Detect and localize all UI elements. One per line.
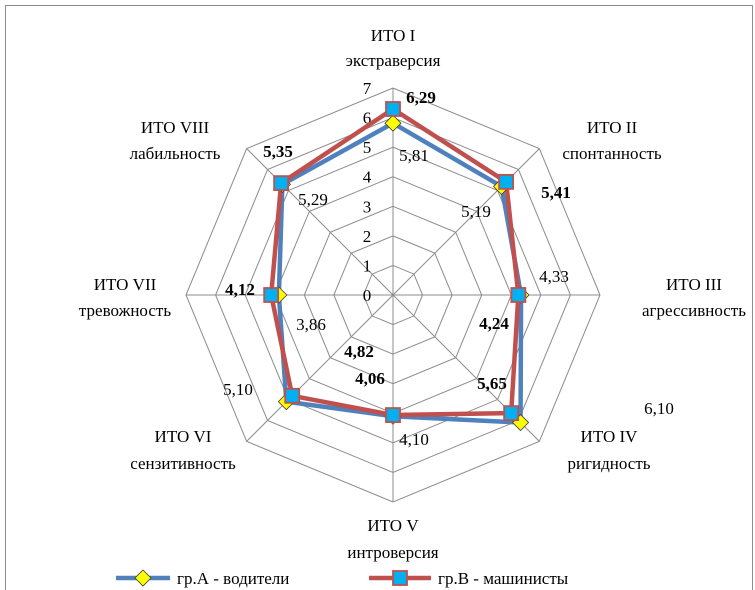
radial-axis-ticks: 0 1 2 3 4 5 6 7 bbox=[363, 79, 372, 305]
tick-label: 0 bbox=[363, 286, 372, 305]
data-label-series-b: 4,06 bbox=[355, 369, 385, 388]
series-b-point bbox=[385, 101, 401, 117]
tick-label: 7 bbox=[363, 79, 372, 98]
series-layer bbox=[263, 101, 530, 432]
data-label-series-b: 5,35 bbox=[263, 142, 293, 161]
category-label: ИТО II bbox=[587, 118, 638, 137]
category-label: ИТО I bbox=[371, 26, 416, 45]
series-b-point bbox=[263, 287, 280, 303]
category-label: интроверсия bbox=[347, 543, 438, 562]
series-b-point bbox=[273, 175, 290, 192]
chart-border bbox=[5, 5, 753, 590]
series-a-point bbox=[384, 114, 402, 132]
data-label-series-b: 6,29 bbox=[406, 88, 436, 107]
data-label-series-b: 4,24 bbox=[479, 314, 509, 333]
legend-marker-square bbox=[392, 570, 408, 586]
data-label-series-a: 3,86 bbox=[296, 315, 326, 334]
category-label: сензитивность bbox=[130, 454, 236, 473]
category-label: ригидность bbox=[567, 454, 650, 473]
legend-label: гр.В - машинисты bbox=[438, 569, 569, 588]
tick-label: 1 bbox=[363, 256, 372, 275]
tick-label: 4 bbox=[363, 168, 372, 187]
legend-marker-diamond bbox=[134, 569, 152, 587]
category-label: ИТО VI bbox=[155, 427, 212, 446]
data-label-series-a: 5,81 bbox=[399, 146, 429, 165]
data-label-series-a: 4,10 bbox=[399, 430, 429, 449]
series-line-2 bbox=[268, 106, 521, 418]
radar-grid bbox=[185, 87, 601, 503]
data-label-series-b: 5,41 bbox=[541, 183, 571, 202]
series-b-point bbox=[284, 387, 301, 404]
tick-label: 2 bbox=[363, 227, 372, 246]
tick-label: 6 bbox=[363, 109, 372, 128]
category-label: ИТО IV bbox=[581, 427, 639, 446]
legend: гр.А - водители гр.В - машинисты bbox=[116, 569, 569, 588]
series-b-point bbox=[498, 173, 515, 190]
data-label-series-a: 5,29 bbox=[298, 190, 328, 209]
data-label-series-b: 4,82 bbox=[344, 342, 374, 361]
data-label-series-a: 5,10 bbox=[223, 380, 253, 399]
grid-spoke-2 bbox=[392, 148, 540, 296]
series-b-point bbox=[503, 405, 520, 422]
data-label-series-a: 5,19 bbox=[461, 202, 491, 221]
category-label: лабильность bbox=[130, 144, 221, 163]
category-label: экстраверсия bbox=[346, 51, 441, 70]
category-label: агрессивность bbox=[642, 301, 746, 320]
tick-label: 5 bbox=[363, 138, 372, 157]
series-b-point bbox=[510, 287, 527, 303]
legend-label: гр.А - водители bbox=[177, 569, 289, 588]
category-label: ИТО VII bbox=[94, 275, 157, 294]
grid-spoke-6 bbox=[246, 294, 394, 442]
data-label-series-b: 4,12 bbox=[225, 280, 255, 299]
data-label-series-b: 5,65 bbox=[477, 374, 507, 393]
category-label: спонтанность bbox=[562, 144, 662, 163]
tick-label: 3 bbox=[363, 197, 372, 216]
category-label: ИТО III bbox=[666, 275, 722, 294]
category-label: ИТО VIII bbox=[141, 118, 210, 137]
data-labels: 5,81 5,19 4,33 6,10 4,10 5,10 3,86 5,29 6,29 5,41… bbox=[223, 88, 674, 449]
category-label: ИТО V bbox=[367, 516, 419, 535]
series-b-point bbox=[385, 407, 401, 423]
data-label-series-a: 6,10 bbox=[644, 399, 674, 418]
category-label: тревожность bbox=[79, 301, 171, 320]
data-label-series-a: 4,33 bbox=[539, 267, 569, 286]
grid-spoke-8 bbox=[246, 148, 394, 296]
category-labels: ИТО I экстраверсия ИТО II спонтанность ИТО I… bbox=[79, 26, 746, 562]
